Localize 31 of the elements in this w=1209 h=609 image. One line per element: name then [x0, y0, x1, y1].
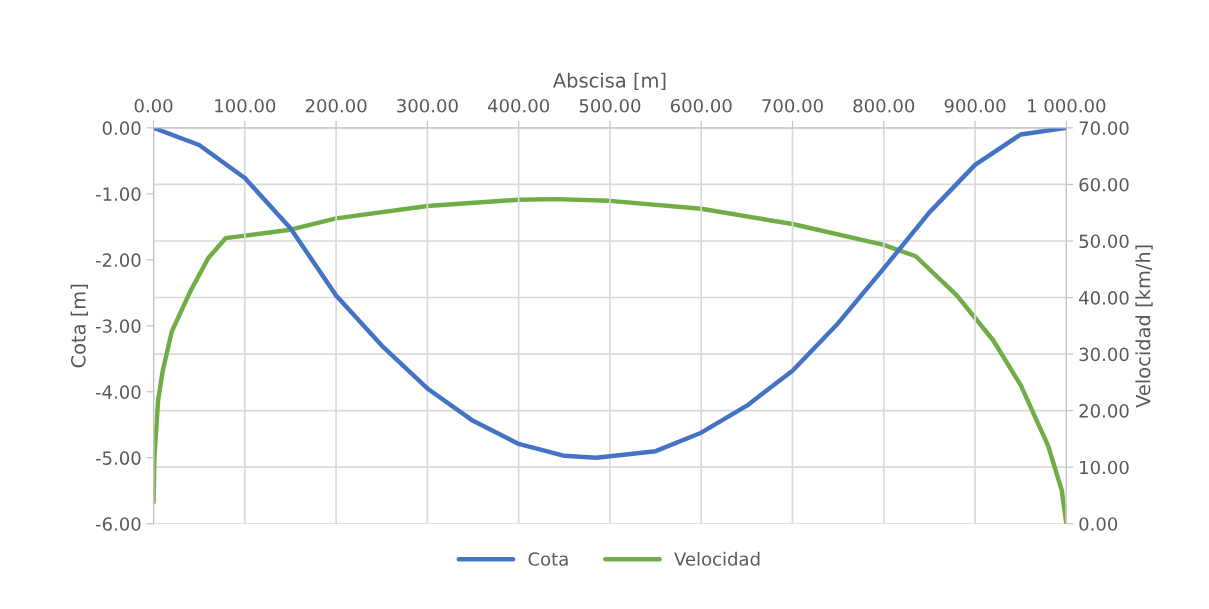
- x-tick-label: 700.00: [762, 98, 823, 113]
- y-axis-title: Cota [m]: [70, 284, 88, 368]
- y2-tick-label: 30.00: [1079, 347, 1129, 362]
- y2-tick-label: 0.00: [1079, 517, 1118, 531]
- x-tick-label: 500.00: [579, 98, 641, 113]
- y2-tick-label: 60.00: [1079, 177, 1129, 192]
- x-tick-label: 900.00: [944, 98, 1006, 113]
- x-tick-label: 100.00: [215, 98, 276, 113]
- y2-tick-label: 70.00: [1079, 121, 1129, 136]
- y2-tick-label: 20.00: [1079, 404, 1129, 418]
- x-tick-label: 800.00: [853, 98, 915, 113]
- legend-label: Cota: [528, 552, 568, 566]
- y-tick-label: -5.00: [95, 451, 141, 465]
- x-tick-label: 0.00: [134, 98, 173, 113]
- x-axis-title: Abscisa [m]: [552, 72, 666, 91]
- y-tick-label: -6.00: [95, 517, 141, 531]
- legend-label: Velocidad: [674, 551, 760, 566]
- y2-tick-label: 10.00: [1080, 460, 1129, 475]
- y-tick-label: -2.00: [95, 253, 141, 267]
- y2-axis-title: Velocidad [km/h]: [1135, 245, 1153, 408]
- x-tick-label: 600.00: [670, 98, 732, 113]
- y-tick-label: -4.00: [95, 385, 141, 399]
- x-tick-label: 200.00: [305, 98, 367, 113]
- x-tick-label: 400.00: [487, 98, 550, 113]
- y-tick-label: -3.00: [95, 319, 141, 333]
- x-tick-label: 300.00: [397, 98, 458, 113]
- x-tick-label: 1 000.00: [1028, 98, 1106, 113]
- y2-tick-label: 40.00: [1079, 291, 1129, 305]
- y-tick-label: 0.00: [102, 121, 141, 136]
- y-tick-label: -1.00: [95, 187, 141, 201]
- y2-tick-label: 50.00: [1079, 234, 1129, 249]
